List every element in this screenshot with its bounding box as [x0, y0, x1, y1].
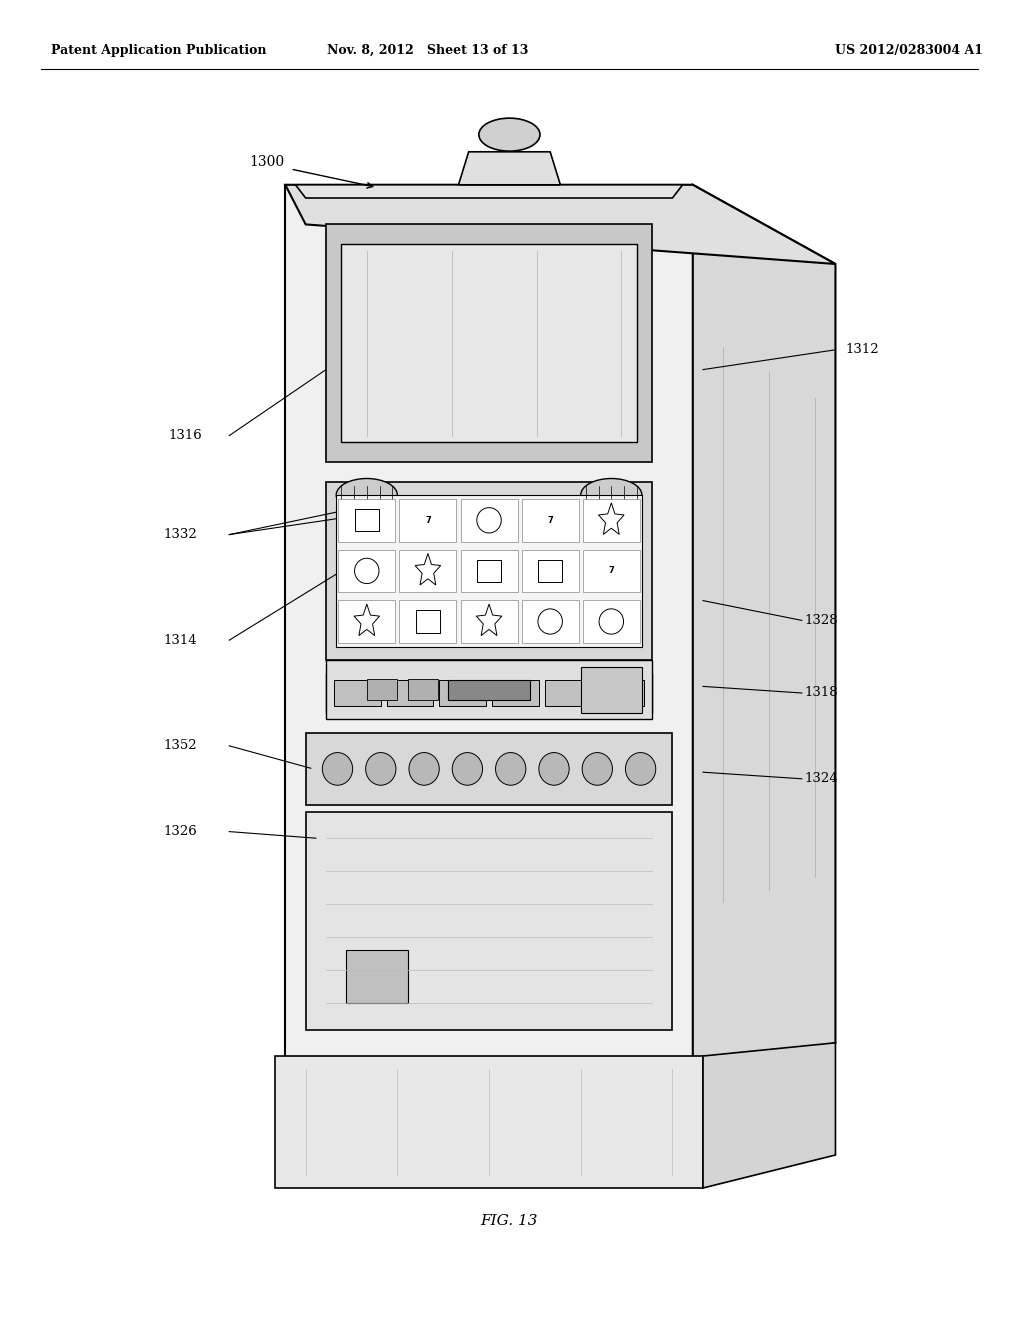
- Bar: [334, 680, 381, 706]
- Ellipse shape: [323, 752, 352, 785]
- Bar: [538, 560, 562, 582]
- Ellipse shape: [581, 479, 642, 511]
- Bar: [597, 680, 644, 706]
- Polygon shape: [521, 601, 579, 643]
- Polygon shape: [399, 601, 457, 643]
- Polygon shape: [338, 601, 395, 643]
- Text: 7: 7: [425, 516, 431, 525]
- Polygon shape: [449, 680, 529, 700]
- Polygon shape: [275, 1056, 703, 1188]
- Polygon shape: [693, 185, 836, 1082]
- Ellipse shape: [539, 752, 569, 785]
- Polygon shape: [341, 244, 637, 442]
- Bar: [367, 678, 397, 700]
- Polygon shape: [336, 495, 642, 647]
- Polygon shape: [326, 224, 652, 462]
- Polygon shape: [399, 549, 457, 593]
- Text: US 2012/0283004 A1: US 2012/0283004 A1: [836, 44, 983, 57]
- Polygon shape: [583, 549, 640, 593]
- Ellipse shape: [336, 479, 397, 511]
- Polygon shape: [338, 499, 395, 541]
- Text: 1324: 1324: [805, 772, 839, 785]
- Text: 1300: 1300: [250, 156, 285, 169]
- Polygon shape: [461, 549, 517, 593]
- Polygon shape: [346, 950, 408, 1003]
- Polygon shape: [461, 601, 517, 643]
- Ellipse shape: [366, 752, 396, 785]
- Text: 1316: 1316: [168, 429, 202, 442]
- Text: 1326: 1326: [163, 825, 197, 838]
- Polygon shape: [286, 185, 693, 1082]
- Polygon shape: [583, 601, 640, 643]
- Bar: [408, 678, 438, 700]
- Polygon shape: [459, 152, 560, 185]
- Bar: [387, 680, 433, 706]
- Text: 1352: 1352: [163, 739, 197, 752]
- Text: 1314: 1314: [163, 634, 197, 647]
- Text: Patent Application Publication: Patent Application Publication: [51, 44, 266, 57]
- Polygon shape: [305, 812, 673, 1030]
- Text: 1312: 1312: [846, 343, 880, 356]
- Polygon shape: [583, 499, 640, 541]
- Bar: [416, 610, 440, 632]
- Ellipse shape: [479, 117, 540, 150]
- Bar: [354, 510, 379, 532]
- Polygon shape: [326, 673, 652, 713]
- Polygon shape: [296, 185, 683, 198]
- Polygon shape: [521, 549, 579, 593]
- Polygon shape: [305, 733, 673, 805]
- Text: 1318: 1318: [805, 686, 839, 700]
- Polygon shape: [521, 499, 579, 541]
- Ellipse shape: [453, 752, 482, 785]
- Bar: [477, 560, 502, 582]
- Text: 7: 7: [547, 516, 553, 525]
- Bar: [545, 680, 591, 706]
- Ellipse shape: [626, 752, 655, 785]
- Text: Nov. 8, 2012   Sheet 13 of 13: Nov. 8, 2012 Sheet 13 of 13: [328, 44, 528, 57]
- Ellipse shape: [409, 752, 439, 785]
- Text: 1332: 1332: [163, 528, 197, 541]
- Text: 1328: 1328: [805, 614, 839, 627]
- Bar: [439, 680, 486, 706]
- Ellipse shape: [496, 752, 526, 785]
- Bar: [493, 680, 539, 706]
- Polygon shape: [326, 660, 652, 719]
- Text: 7: 7: [608, 566, 614, 576]
- Polygon shape: [326, 482, 652, 660]
- Ellipse shape: [583, 752, 612, 785]
- Text: FIG. 13: FIG. 13: [480, 1214, 539, 1228]
- Polygon shape: [581, 667, 642, 713]
- Polygon shape: [399, 499, 457, 541]
- Polygon shape: [461, 499, 517, 541]
- Polygon shape: [286, 185, 836, 264]
- Polygon shape: [703, 1043, 836, 1188]
- Polygon shape: [338, 549, 395, 593]
